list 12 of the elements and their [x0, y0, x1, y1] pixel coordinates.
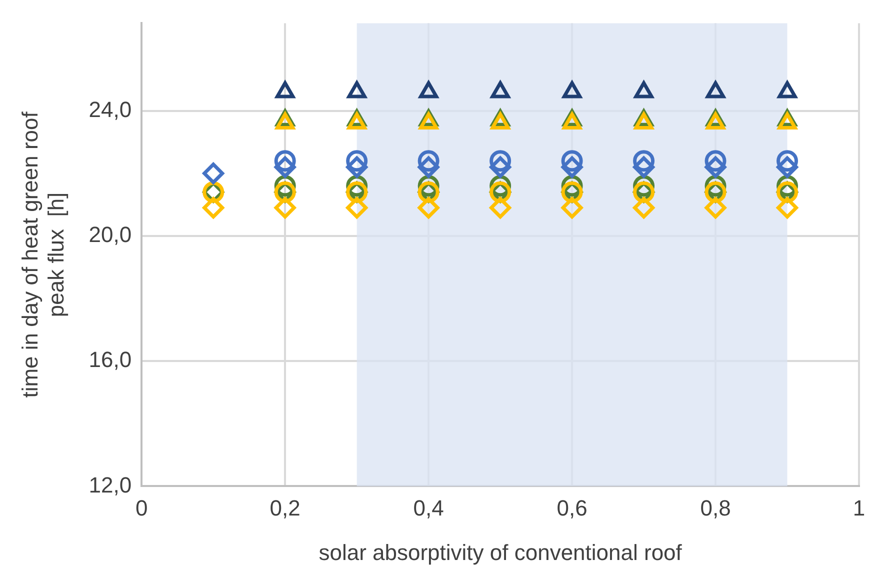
y-tick-label: 12,0 — [88, 472, 132, 498]
x-tick-label: 0,6 — [556, 495, 588, 520]
x-tick-label: 1 — [852, 495, 866, 520]
y-axis-title: time in day of heat green roof peak flux [h] — [17, 110, 69, 398]
y-tick-label: 20,0 — [88, 222, 132, 247]
x-tick-label: 0,8 — [700, 495, 731, 520]
x-tick-label: 0 — [135, 495, 148, 520]
x-tick-label: 0,4 — [413, 495, 444, 520]
y-tick-label: 24,0 — [88, 96, 132, 122]
x-axis-title: solar absorptivity of conventional roof — [318, 540, 683, 565]
x-tick-label: 0,2 — [270, 495, 300, 520]
y-tick-label: 16,0 — [88, 347, 132, 372]
